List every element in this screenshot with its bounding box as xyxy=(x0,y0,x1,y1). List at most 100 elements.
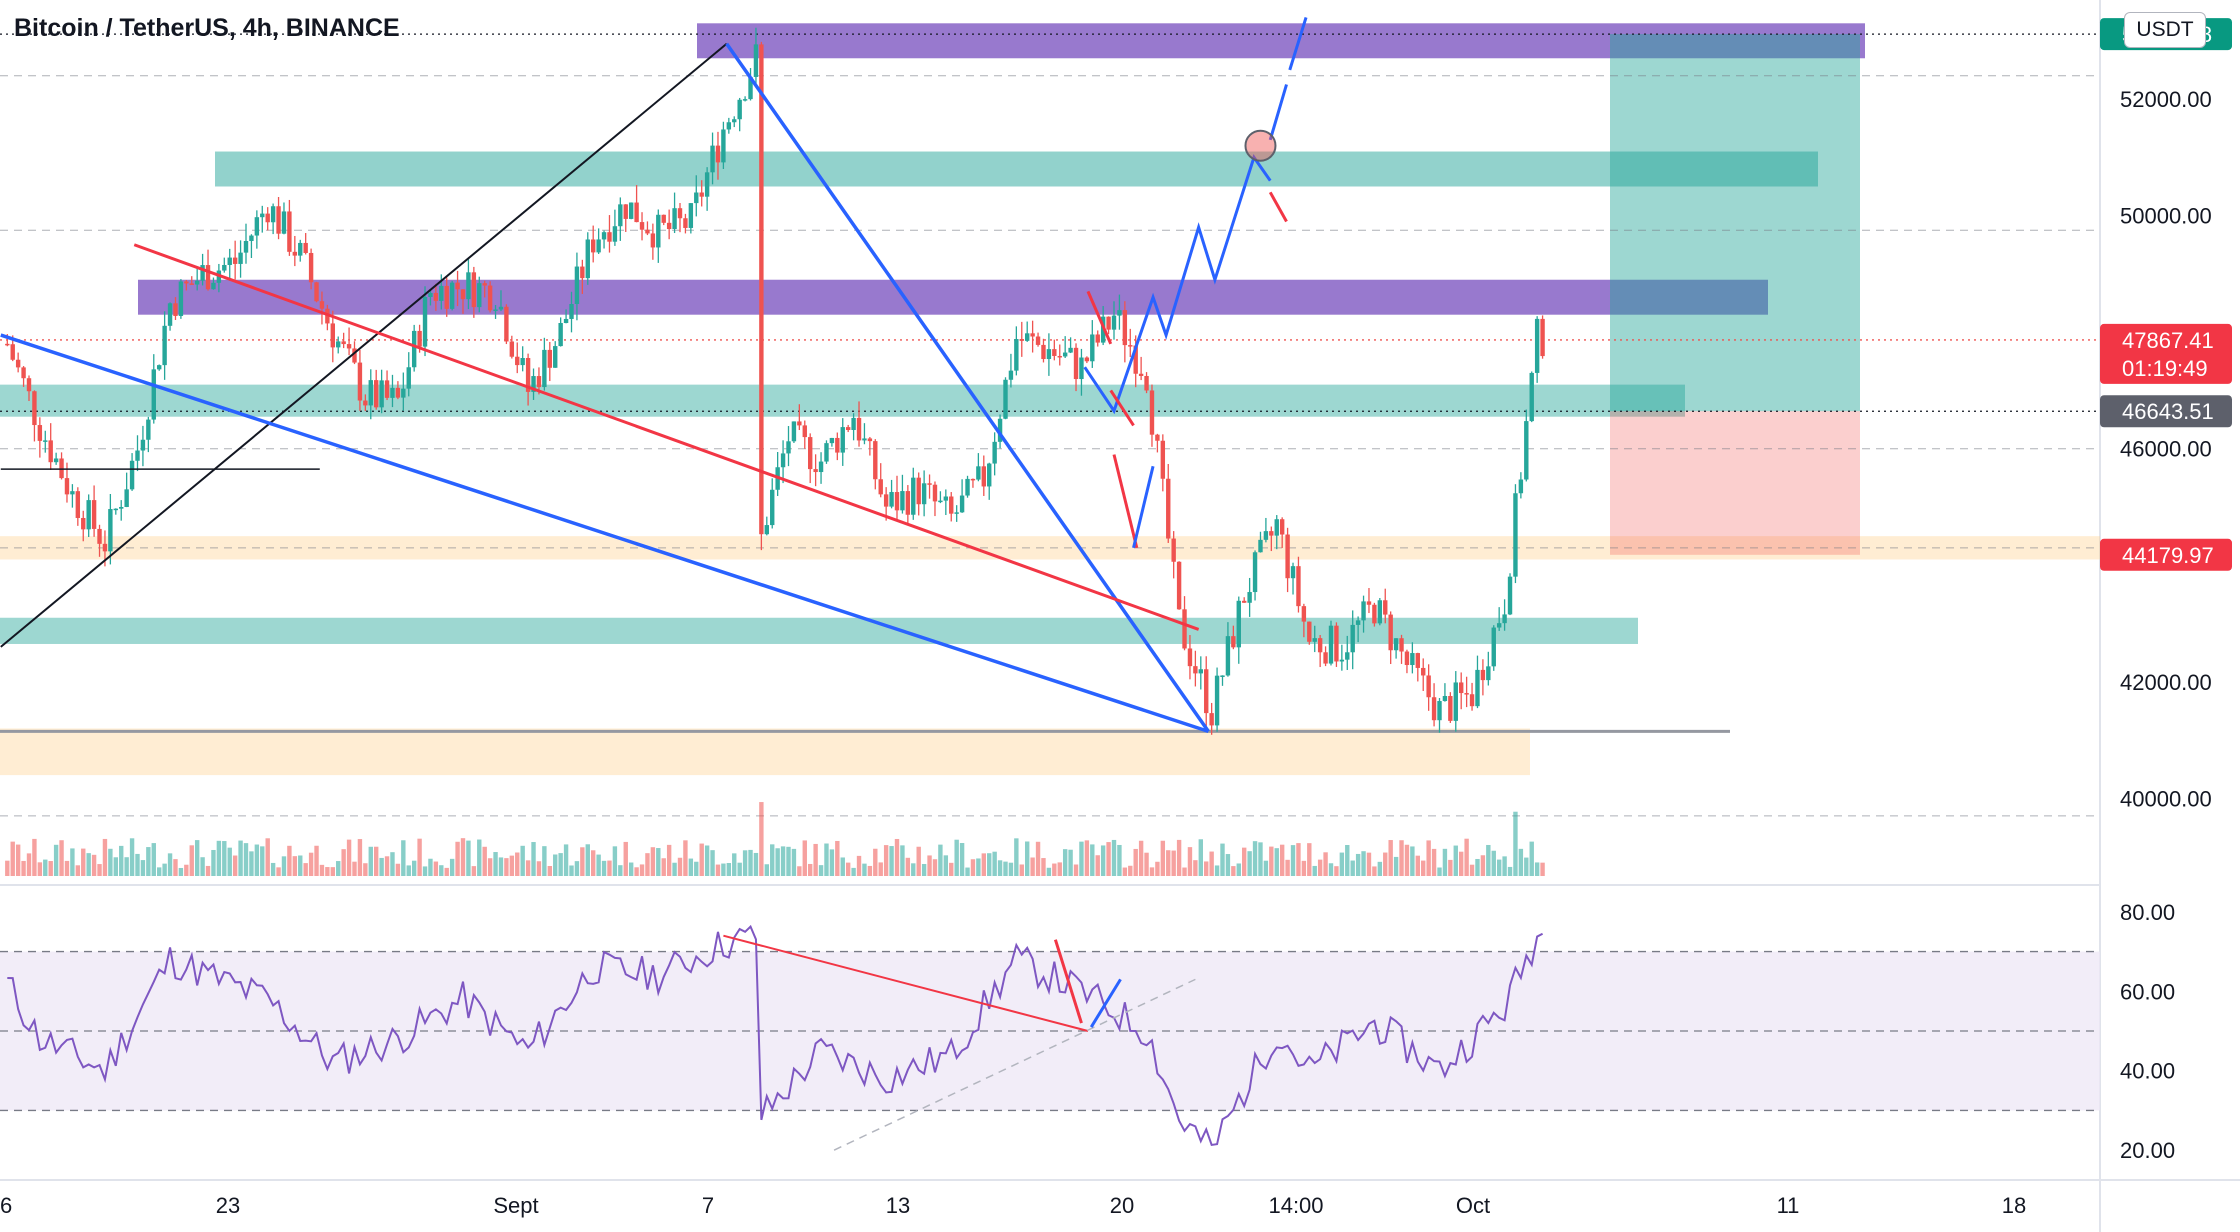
volume-bar xyxy=(1111,839,1117,876)
volume-bar xyxy=(1366,852,1372,876)
time-tick-label: 13 xyxy=(886,1193,910,1218)
volume-bar xyxy=(173,859,178,876)
volume-bar xyxy=(856,855,862,876)
volume-bar xyxy=(775,848,780,876)
volume-bar xyxy=(981,853,986,876)
volume-bar xyxy=(585,844,590,876)
volume-bar xyxy=(949,862,954,876)
volume-bar xyxy=(1144,852,1149,876)
volume-bar xyxy=(1334,866,1339,876)
volume-bar xyxy=(281,856,287,876)
volume-bar xyxy=(656,848,661,876)
volume-bar xyxy=(661,858,666,876)
volume-bar xyxy=(1464,838,1469,876)
volume-bar xyxy=(439,865,444,876)
volume-bar xyxy=(802,840,807,876)
volume-bar xyxy=(813,843,818,876)
volume-bar xyxy=(553,854,558,876)
volume-bar xyxy=(151,843,156,876)
volume-bar xyxy=(1068,849,1073,876)
currency-selector[interactable]: USDT xyxy=(2124,12,2206,48)
volume-bar xyxy=(97,864,102,876)
volume-bar xyxy=(1035,841,1041,876)
volume-bar xyxy=(976,858,981,876)
volume-bar xyxy=(628,862,634,876)
volume-bar xyxy=(1225,854,1231,876)
volume-bar xyxy=(498,857,504,876)
volume-bar xyxy=(1361,851,1366,876)
ascending-trendline xyxy=(0,42,728,648)
volume-bar xyxy=(303,863,308,876)
volume-bar xyxy=(569,865,574,876)
volume-bar xyxy=(1307,843,1312,876)
volume-bar xyxy=(53,844,59,876)
volume-bar xyxy=(184,864,189,876)
volume-bar xyxy=(791,848,797,876)
volume-bar xyxy=(276,867,281,876)
volume-bar xyxy=(677,857,683,876)
price-tag-label: 46643.51 xyxy=(2122,399,2214,424)
volume-bar xyxy=(1383,852,1388,876)
chart-title: Bitcoin / TetherUS, 4h, BINANCE xyxy=(14,14,400,42)
volume-bar xyxy=(770,844,775,876)
volume-bar xyxy=(325,867,330,876)
volume-bar xyxy=(911,863,916,876)
volume-bar xyxy=(699,843,704,876)
volume-bar xyxy=(623,841,628,876)
volume-bar xyxy=(710,850,715,876)
bearish-projection-1 xyxy=(1086,290,1113,345)
rsi-tick-label: 60.00 xyxy=(2120,979,2175,1004)
volume-bar xyxy=(666,844,672,876)
price-tag xyxy=(2100,395,2232,428)
volume-bar xyxy=(1176,839,1182,876)
volume-bar xyxy=(1149,867,1155,876)
volume-bar xyxy=(1084,840,1090,876)
volume-bar xyxy=(1242,847,1247,876)
price-tag-label: 47867.41 xyxy=(2122,328,2214,353)
volume-bar xyxy=(298,855,303,876)
volume-bar xyxy=(1350,860,1355,876)
volume-group xyxy=(5,802,1545,876)
volume-bar xyxy=(411,860,417,876)
volume-bar xyxy=(1448,859,1453,876)
volume-bar xyxy=(433,861,439,876)
volume-bar xyxy=(428,858,433,876)
volume-bar xyxy=(1328,863,1334,876)
volume-bar xyxy=(650,847,656,876)
descending-red-trendline xyxy=(133,243,1200,631)
time-tick-label: 16 xyxy=(0,1193,12,1218)
volume-bar xyxy=(607,860,612,876)
volume-bar xyxy=(401,840,406,876)
volume-bar xyxy=(119,845,124,876)
volume-bar xyxy=(1160,840,1166,876)
volume-bar xyxy=(954,839,959,876)
volume-bar xyxy=(1415,855,1420,876)
stop-loss-zone xyxy=(1610,411,1860,555)
volume-bar xyxy=(211,849,216,876)
price-tick-label: 42000.00 xyxy=(2120,670,2212,695)
volume-bar xyxy=(189,845,194,876)
volume-bar xyxy=(1133,848,1138,876)
volume-bar xyxy=(222,841,227,876)
volume-bar xyxy=(509,855,515,876)
volume-bar xyxy=(786,846,791,876)
bearish-projection-2 xyxy=(1109,389,1135,427)
volume-bar xyxy=(482,846,487,876)
volume-bar xyxy=(379,857,384,876)
volume-bar xyxy=(357,839,363,876)
volume-bar xyxy=(835,840,840,876)
volume-bar xyxy=(797,866,802,876)
volume-bar xyxy=(1540,862,1545,876)
volume-bar xyxy=(1491,850,1496,876)
volume-bar xyxy=(504,858,509,876)
volume-bar xyxy=(889,846,894,876)
volume-bar xyxy=(688,858,694,876)
volume-bar xyxy=(862,863,867,876)
rsi-divergence-line xyxy=(723,934,1089,1032)
volume-bar xyxy=(1236,863,1241,876)
volume-bar xyxy=(824,843,829,876)
volume-bar xyxy=(634,867,639,876)
volume-bar xyxy=(1193,860,1198,876)
volume-bar xyxy=(1301,860,1307,876)
